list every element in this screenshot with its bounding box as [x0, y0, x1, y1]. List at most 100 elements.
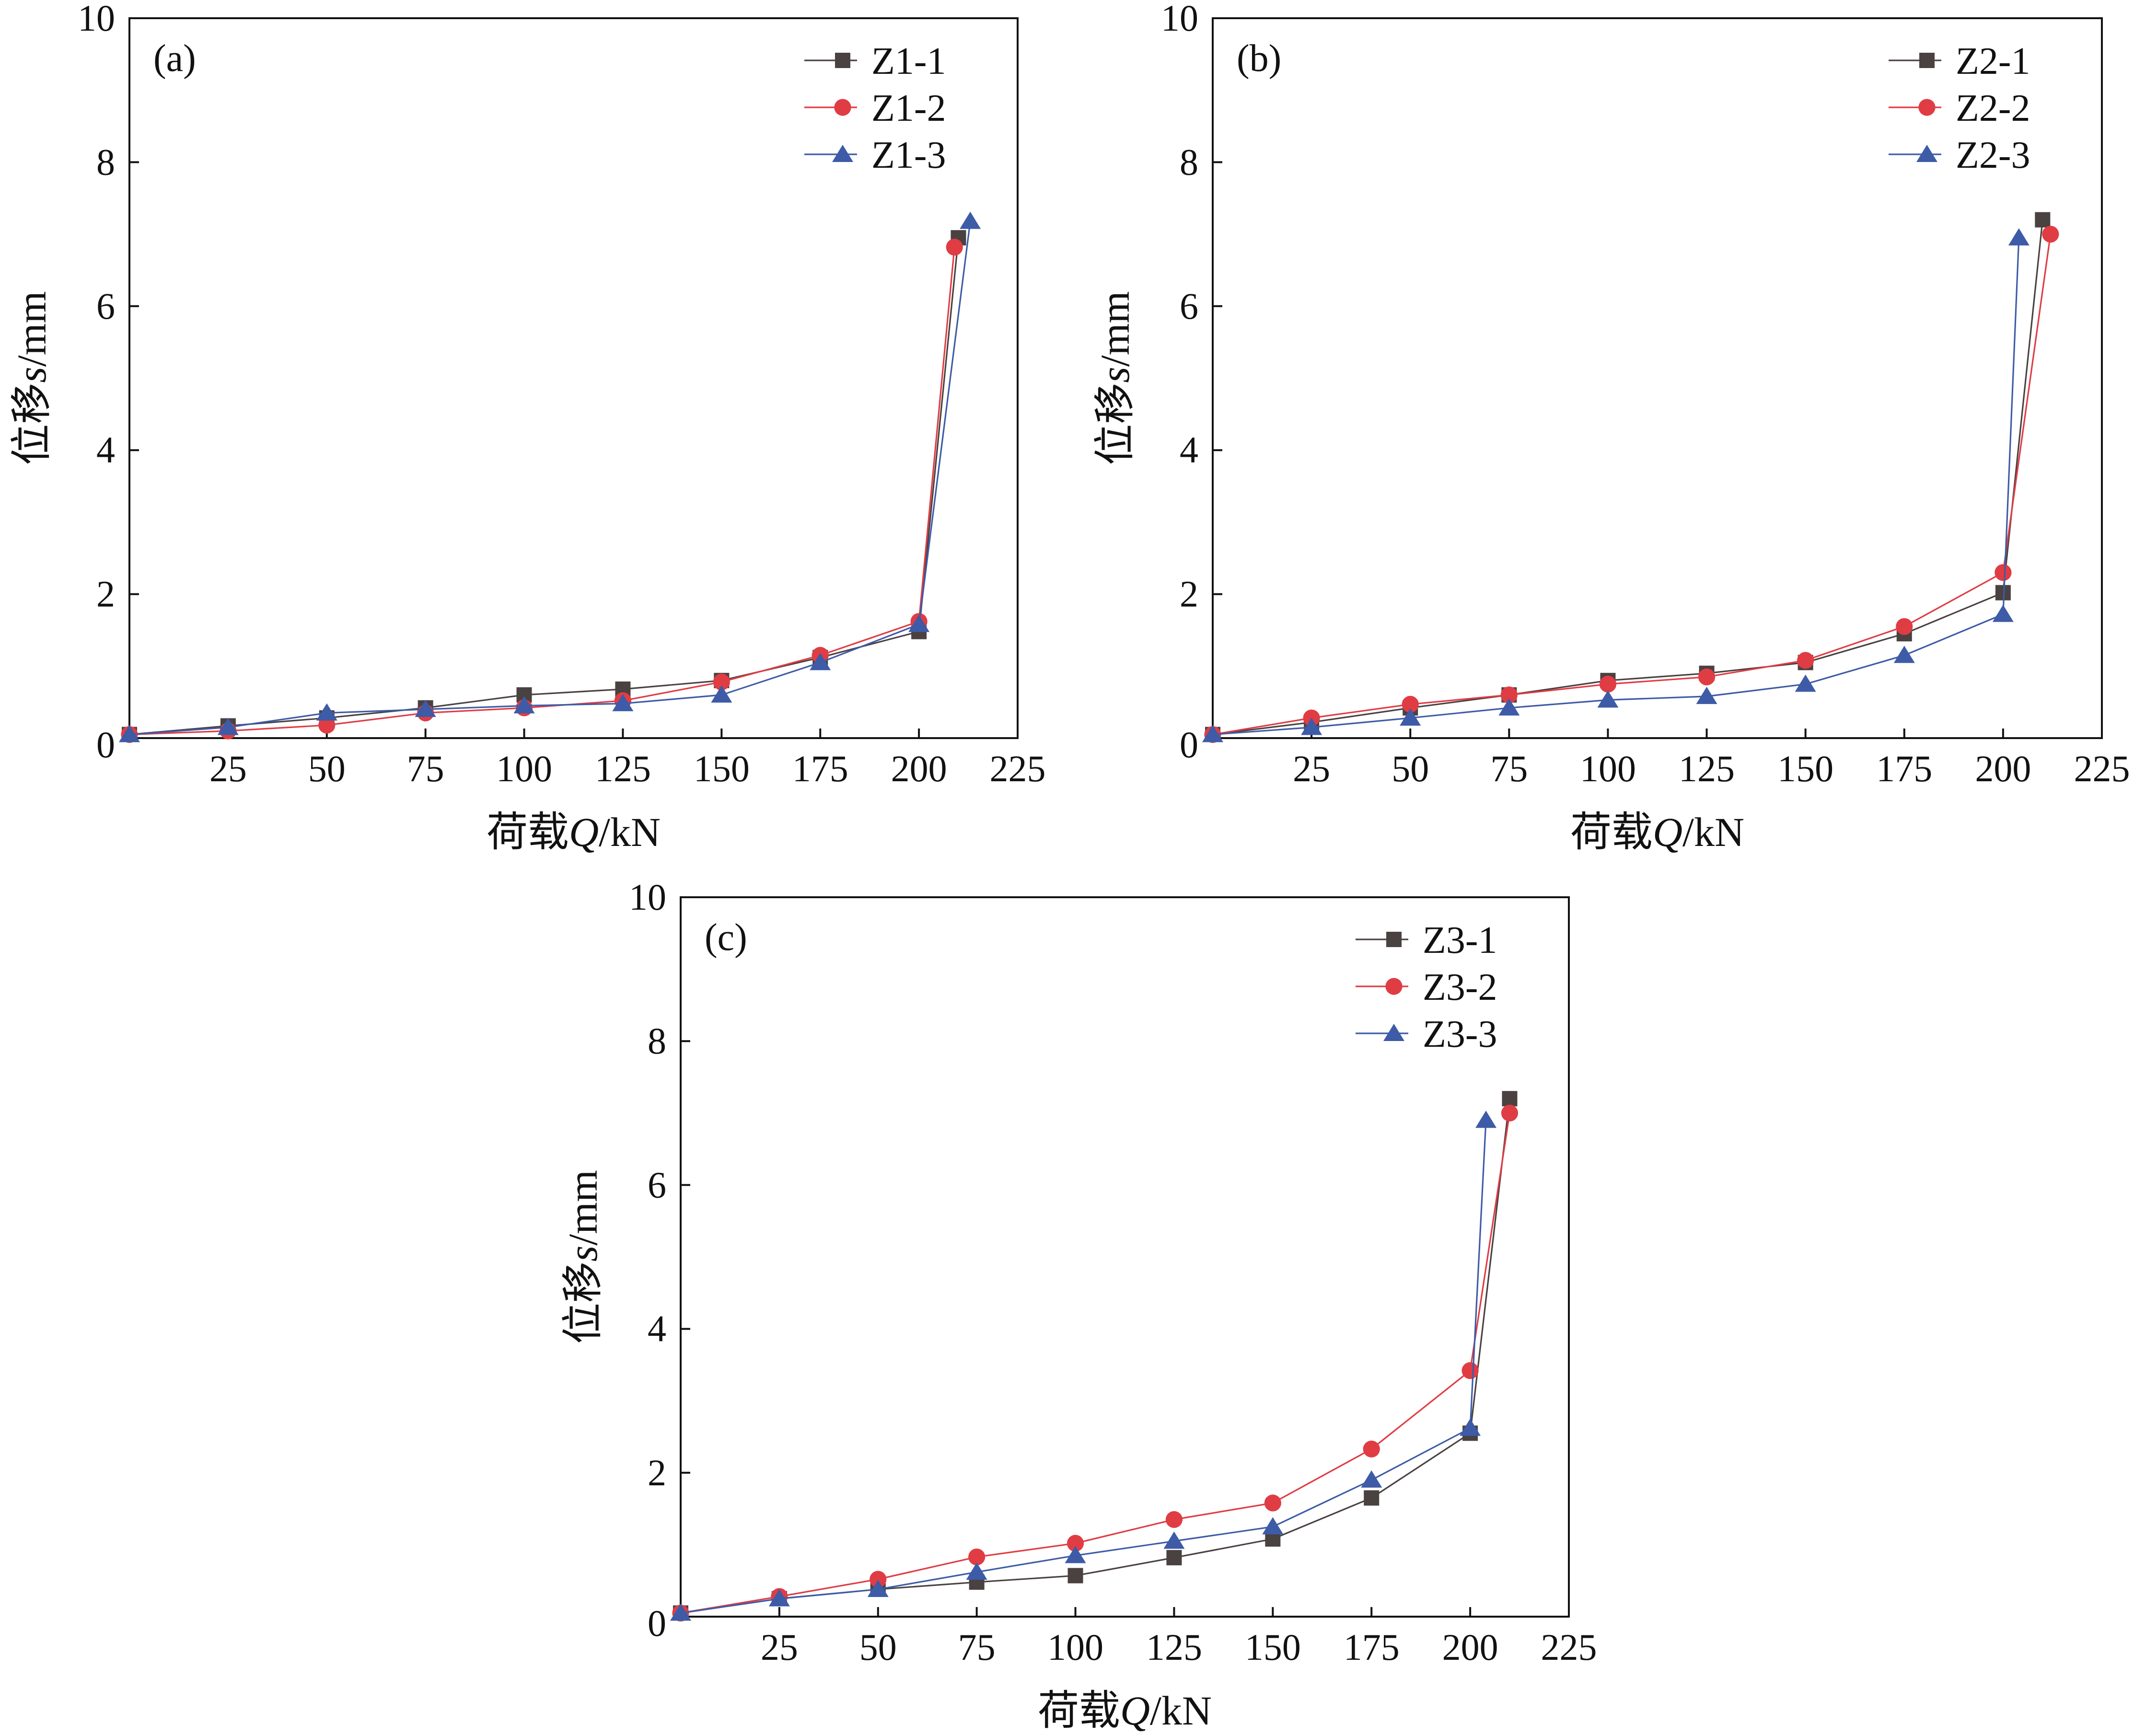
- y-axis-title-part: /mm: [9, 291, 55, 367]
- y-tick-label: 4: [96, 429, 115, 471]
- y-axis-title-part: 位移: [560, 1261, 606, 1344]
- data-point: [1501, 1104, 1519, 1122]
- y-tick-label: 6: [96, 285, 115, 327]
- y-tick-label: 8: [648, 1020, 666, 1062]
- x-tick-label: 175: [1344, 1626, 1400, 1668]
- x-tick-label: 125: [1146, 1626, 1202, 1668]
- data-point: [415, 699, 436, 717]
- y-axis-title: 位移s/mm: [1092, 291, 1138, 465]
- data-point: [2042, 226, 2059, 243]
- data-point: [1361, 1470, 1382, 1488]
- series-z2-3: [1202, 228, 2030, 742]
- series-z3-2: [672, 1104, 1519, 1622]
- data-point: [1460, 1418, 1481, 1436]
- legend-label: Z2-3: [1956, 134, 2030, 176]
- x-axis-title: 荷载Q/kN: [487, 809, 661, 855]
- data-point: [768, 1589, 790, 1607]
- y-tick-label: 8: [96, 141, 115, 183]
- data-point: [1264, 1494, 1281, 1512]
- series-z3-3: [670, 1111, 1497, 1621]
- data-point: [2035, 212, 2051, 228]
- x-tick-label: 175: [1876, 748, 1932, 789]
- y-tick-label: 0: [648, 1602, 666, 1644]
- y-tick-label: 10: [78, 0, 115, 39]
- data-point: [1995, 564, 2012, 581]
- chart-panel-c: 25 50 75 100 125 150 175 200 225 0 2 4 6 8 10 荷载Q/kN 位移s…: [560, 876, 1597, 1734]
- y-tick-label: 6: [1180, 285, 1198, 327]
- x-axis-title-part: 荷载: [487, 809, 569, 855]
- legend-label: Z1-3: [871, 134, 946, 176]
- series-line: [129, 221, 971, 736]
- x-tick-label: 200: [1975, 748, 2031, 789]
- x-axis-title: 荷载Q/kN: [1570, 809, 1744, 855]
- y-tick-label: 4: [1180, 429, 1198, 471]
- data-point: [1400, 708, 1421, 726]
- series-line: [129, 237, 960, 736]
- y-axis-title-part: /mm: [1092, 291, 1138, 367]
- y-axis-title-part: /mm: [560, 1170, 606, 1246]
- data-point: [1202, 725, 1223, 742]
- data-point: [1597, 690, 1619, 708]
- data-point: [960, 211, 981, 229]
- data-point: [946, 239, 963, 256]
- x-tick-label: 225: [2074, 748, 2130, 789]
- data-point: [711, 685, 732, 703]
- data-point: [318, 717, 336, 734]
- legend-label: Z2-2: [1956, 87, 2030, 129]
- x-tick-label: 125: [595, 748, 651, 789]
- data-point: [513, 696, 535, 714]
- x-tick-label: 75: [407, 748, 444, 789]
- data-point: [2008, 228, 2030, 246]
- y-tick-label: 4: [648, 1308, 666, 1350]
- data-point: [1797, 652, 1814, 669]
- x-axis-title-part: 荷载: [1038, 1688, 1120, 1734]
- legend-marker: [1919, 53, 1935, 68]
- y-tick-label: 2: [648, 1452, 666, 1493]
- data-point: [968, 1548, 986, 1566]
- series-z1-3: [119, 211, 981, 742]
- x-axis-title-part: /kN: [1150, 1688, 1212, 1734]
- data-point: [1893, 646, 1915, 663]
- x-axis-title-part: /kN: [599, 809, 661, 855]
- data-point: [1696, 686, 1717, 704]
- data-point: [670, 1603, 691, 1621]
- x-tick-label: 25: [1293, 748, 1330, 789]
- legend: Z3-1 Z3-2 Z3-3: [1356, 919, 1497, 1055]
- data-point: [1065, 1546, 1086, 1563]
- y-axis-title-part: s: [560, 1246, 606, 1261]
- data-point: [1166, 1550, 1182, 1565]
- y-axis-title: 位移s/mm: [9, 291, 55, 465]
- legend-marker: [835, 53, 850, 68]
- data-point: [713, 673, 730, 691]
- series-z3-1: [673, 1091, 1518, 1621]
- data-point: [1498, 698, 1520, 716]
- x-axis-title-part: 荷载: [1570, 809, 1653, 855]
- legend-marker: [1386, 932, 1402, 947]
- data-point: [1896, 618, 1913, 635]
- series-z1-1: [122, 230, 966, 742]
- data-point: [1363, 1440, 1380, 1458]
- y-axis-title-part: s: [9, 367, 55, 382]
- data-point: [810, 653, 831, 671]
- data-point: [1067, 1535, 1084, 1552]
- data-point: [1500, 686, 1518, 704]
- x-tick-label: 225: [1541, 1626, 1597, 1668]
- legend-marker: [1918, 99, 1936, 116]
- panel-label: (c): [705, 916, 747, 959]
- data-point: [1301, 718, 1322, 735]
- y-tick-label: 2: [1180, 573, 1198, 615]
- x-tick-label: 75: [1490, 748, 1528, 789]
- plot-frame: [680, 896, 1570, 1618]
- data-point: [119, 725, 140, 742]
- data-point: [612, 694, 634, 711]
- legend-label: Z3-2: [1423, 966, 1497, 1008]
- legend-marker: [1383, 1024, 1404, 1041]
- x-tick-label: 175: [792, 748, 848, 789]
- y-tick-label: 0: [96, 724, 115, 765]
- y-tick-label: 8: [1180, 141, 1198, 183]
- x-tick-label: 200: [1442, 1626, 1498, 1668]
- data-point: [908, 614, 930, 632]
- data-point: [316, 703, 337, 721]
- data-point: [1475, 1111, 1497, 1128]
